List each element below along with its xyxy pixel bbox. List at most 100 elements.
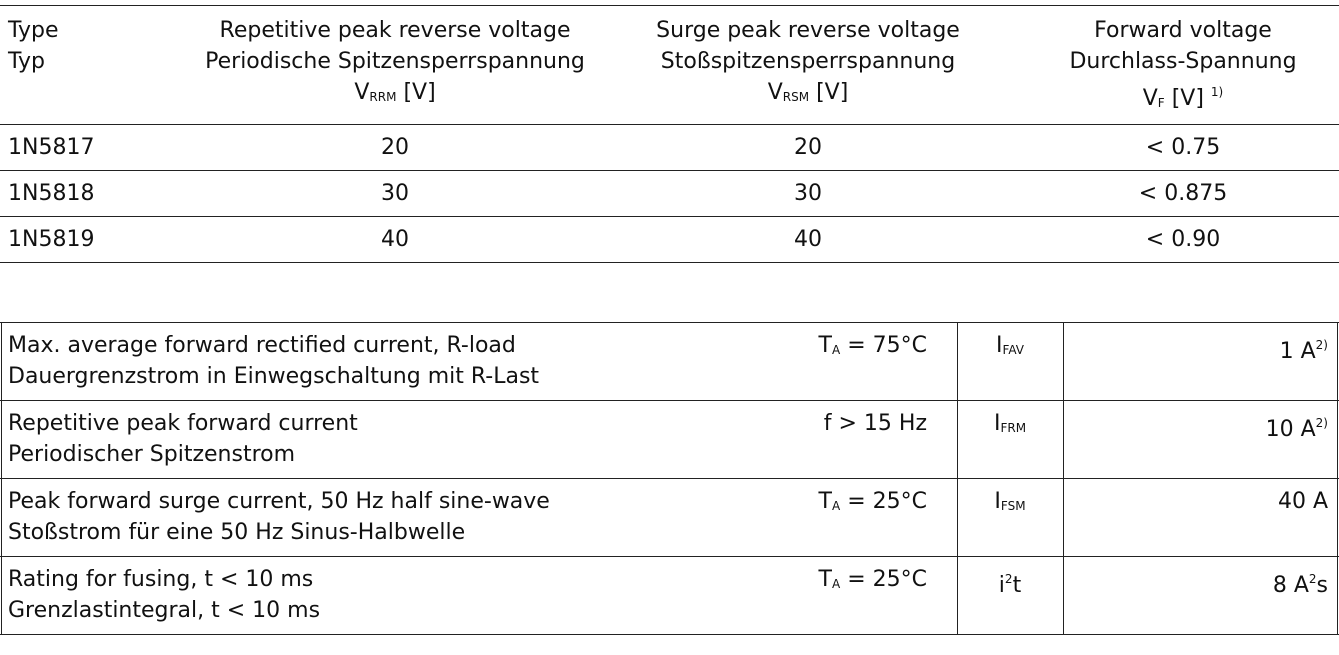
subscript: F xyxy=(1157,96,1165,110)
symbol: i xyxy=(998,573,1005,598)
subscript: RSM xyxy=(782,90,810,104)
cell: 20 xyxy=(508,132,1108,163)
cell-text: < 0.75 xyxy=(1145,135,1221,160)
description-line: Periodischer Spitzenstrom xyxy=(8,442,296,467)
description: Dauergrenzstrom in Einwegschaltung mit R… xyxy=(8,361,539,392)
description: Peak forward surge current, 50 Hz half s… xyxy=(8,486,550,517)
description-line: Max. average forward rectified current, … xyxy=(8,333,516,358)
header-text: Durchlass-Spannung xyxy=(883,46,1339,77)
header-text: Surge peak reverse voltage xyxy=(508,15,1108,46)
symbol: I xyxy=(996,333,1003,358)
value-suffix: s xyxy=(1316,573,1328,598)
description-line: Repetitive peak forward current xyxy=(8,411,358,436)
cell-text: 20 xyxy=(381,135,409,160)
rule xyxy=(0,124,1339,125)
header-line: Stoßspitzensperrspannung xyxy=(660,49,956,74)
value-text: 1 A xyxy=(1279,339,1316,364)
symbol: T xyxy=(818,567,832,592)
description-line: Grenzlastintegral, t < 10 ms xyxy=(8,598,321,623)
superscript: 2 xyxy=(1004,572,1013,586)
description: Stoßstrom für eine 50 Hz Sinus-Halbwelle xyxy=(8,517,465,548)
value: 10 A2) xyxy=(1266,408,1328,445)
rule xyxy=(0,262,1339,263)
header-line: Typ xyxy=(8,49,45,74)
header-text: Stoßspitzensperrspannung xyxy=(508,46,1108,77)
header-symbol: VRSM [V] xyxy=(508,77,1108,113)
symbol: V xyxy=(354,80,370,105)
rule xyxy=(1063,322,1064,634)
symbol: T xyxy=(818,489,832,514)
header-text: Periodische Spitzensperrspannung xyxy=(95,46,695,77)
value-text: 40 A xyxy=(1277,489,1328,514)
header-text: Typ xyxy=(8,46,45,77)
rule xyxy=(0,170,1339,171)
quantity: IFAV xyxy=(710,330,1310,366)
rule xyxy=(1337,322,1338,634)
rule xyxy=(0,216,1339,217)
rule xyxy=(0,5,1339,6)
condition: TA = 25°C xyxy=(819,486,927,522)
description: Max. average forward rectified current, … xyxy=(8,330,516,361)
unit: [V] xyxy=(403,80,436,105)
header-text: Repetitive peak reverse voltage xyxy=(95,15,695,46)
value: 40 A xyxy=(1278,486,1328,517)
condition-text: = 75°C xyxy=(847,333,927,358)
header-line: Surge peak reverse voltage xyxy=(656,18,960,43)
description-line: Dauergrenzstrom in Einwegschaltung mit R… xyxy=(8,364,540,389)
value-text: 8 A xyxy=(1272,573,1309,598)
rule xyxy=(0,478,1339,479)
rule xyxy=(0,634,1339,635)
symbol: T xyxy=(818,333,832,358)
rule xyxy=(0,322,1339,323)
cell: < 0.875 xyxy=(883,178,1339,209)
symbol-suffix: t xyxy=(1012,573,1022,598)
cell: 40 xyxy=(95,224,695,255)
header-line: Repetitive peak reverse voltage xyxy=(219,18,571,43)
rule xyxy=(0,556,1339,557)
cell-text: 20 xyxy=(794,135,822,160)
subscript: FRM xyxy=(1000,421,1027,435)
cell: < 0.90 xyxy=(883,224,1339,255)
description-line: Rating for fusing, t < 10 ms xyxy=(8,567,314,592)
value: 1 A2) xyxy=(1280,330,1328,367)
subscript: RRM xyxy=(369,90,397,104)
cell-text: < 0.875 xyxy=(1138,181,1228,206)
description-line: Stoßstrom für eine 50 Hz Sinus-Halbwelle xyxy=(8,520,466,545)
rule xyxy=(0,400,1339,401)
superscript: 2 xyxy=(1308,572,1317,586)
description-line: Peak forward surge current, 50 Hz half s… xyxy=(8,489,550,514)
cell: 30 xyxy=(508,178,1108,209)
quantity: IFSM xyxy=(710,486,1310,522)
unit: [V] xyxy=(816,80,849,105)
footnote: 1) xyxy=(1210,85,1224,99)
description: Grenzlastintegral, t < 10 ms xyxy=(8,595,320,626)
header-line: Forward voltage xyxy=(1094,18,1272,43)
header-line: Durchlass-Spannung xyxy=(1069,49,1297,74)
rule xyxy=(957,322,958,634)
cell-text: 1N5819 xyxy=(8,227,95,252)
cell: 20 xyxy=(95,132,695,163)
cell-text: 1N5817 xyxy=(8,135,95,160)
symbol: I xyxy=(993,411,1001,436)
cell-text: 30 xyxy=(794,181,822,206)
cell: 40 xyxy=(508,224,1108,255)
condition: TA = 25°C xyxy=(819,564,927,600)
subscript: FSM xyxy=(1000,499,1026,513)
cell: 1N5819 xyxy=(8,224,94,255)
superscript: 2) xyxy=(1315,338,1328,352)
cell-text: 40 xyxy=(794,227,822,252)
symbol: V xyxy=(767,80,783,105)
subscript: A xyxy=(831,577,841,591)
cell: 1N5817 xyxy=(8,132,94,163)
description: Periodischer Spitzenstrom xyxy=(8,439,295,470)
header-text: Forward voltage xyxy=(883,15,1339,46)
superscript: 2) xyxy=(1315,416,1328,430)
cell: < 0.75 xyxy=(883,132,1339,163)
rule xyxy=(1,322,2,634)
symbol: V xyxy=(1142,86,1158,111)
condition-text: f > 15 Hz xyxy=(823,411,927,436)
header-line: Type xyxy=(8,18,59,43)
subscript: FAV xyxy=(1002,343,1024,357)
cell-text: < 0.90 xyxy=(1145,227,1221,252)
